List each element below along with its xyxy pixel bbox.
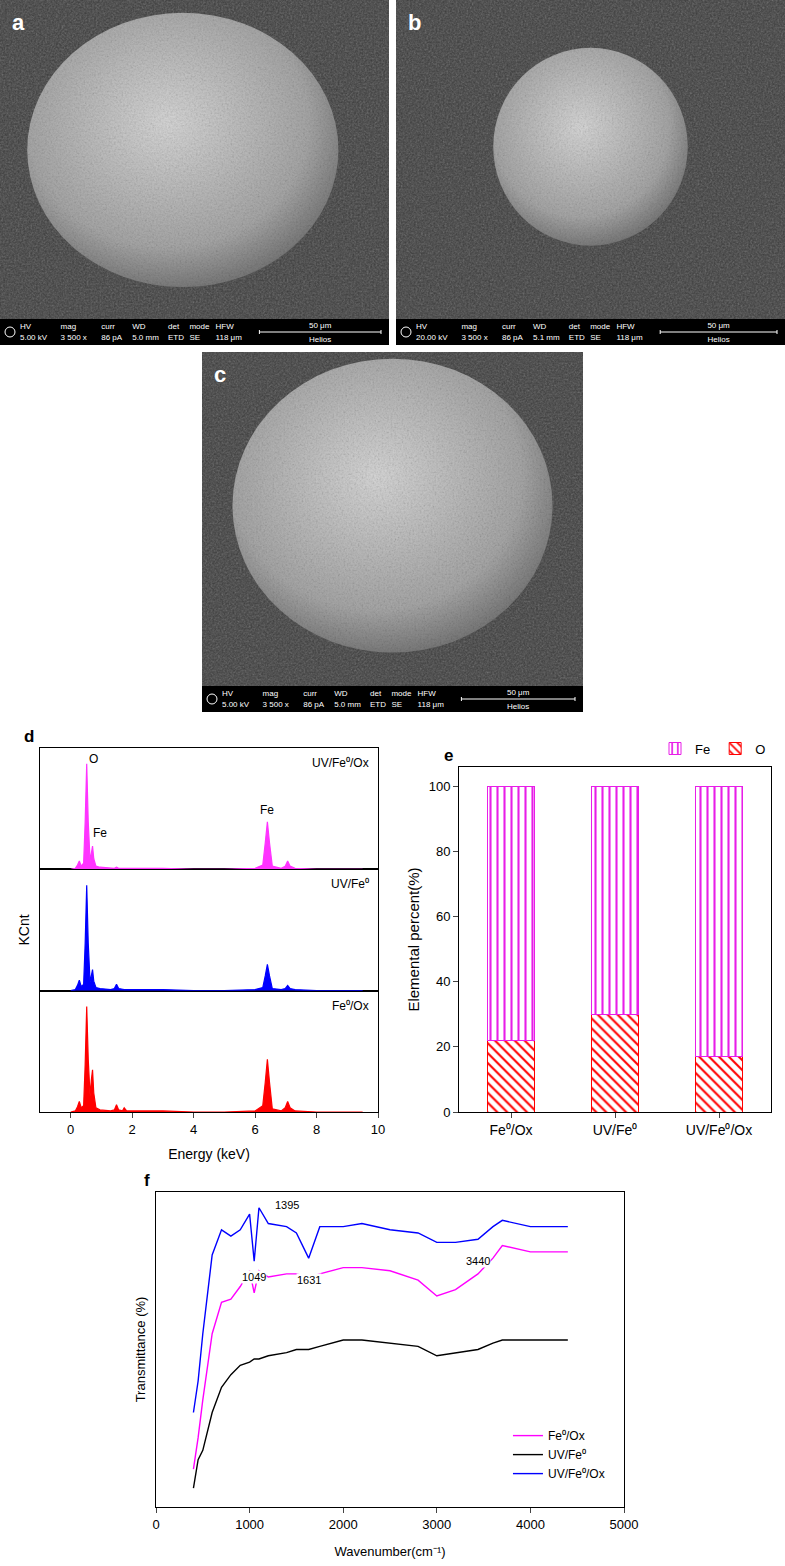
svg-text:det: det <box>569 322 581 331</box>
svg-text:ETD: ETD <box>168 333 184 342</box>
svg-text:ETD: ETD <box>370 700 386 709</box>
svg-text:UV/Fe⁰/Ox: UV/Fe⁰/Ox <box>548 1467 605 1481</box>
svg-text:b: b <box>408 10 421 35</box>
svg-text:5.0 mm: 5.0 mm <box>132 333 159 342</box>
svg-text:50 μm: 50 μm <box>507 688 530 697</box>
svg-text:c: c <box>214 362 226 387</box>
svg-text:5.00 kV: 5.00 kV <box>222 700 250 709</box>
svg-text:f: f <box>144 1171 150 1190</box>
svg-text:80: 80 <box>436 844 450 859</box>
svg-text:UV/Fe⁰: UV/Fe⁰ <box>548 1448 586 1462</box>
svg-text:Helios: Helios <box>507 702 529 711</box>
svg-text:curr: curr <box>502 322 516 331</box>
svg-text:20.00 kV: 20.00 kV <box>416 333 448 342</box>
svg-text:86 pA: 86 pA <box>303 700 325 709</box>
svg-text:4: 4 <box>190 1122 197 1137</box>
svg-text:1631: 1631 <box>297 1274 321 1286</box>
svg-text:4000: 4000 <box>516 1517 545 1532</box>
svg-text:mode: mode <box>189 322 210 331</box>
svg-text:86 pA: 86 pA <box>502 333 524 342</box>
svg-text:HFW: HFW <box>418 689 437 698</box>
svg-text:det: det <box>370 689 382 698</box>
svg-text:mode: mode <box>391 689 412 698</box>
svg-text:118 μm: 118 μm <box>616 333 643 342</box>
svg-text:WD: WD <box>334 689 348 698</box>
svg-text:e: e <box>444 746 453 765</box>
svg-text:mode: mode <box>590 322 611 331</box>
svg-text:0: 0 <box>152 1517 159 1532</box>
svg-text:6: 6 <box>251 1122 258 1137</box>
svg-text:3440: 3440 <box>466 1255 490 1267</box>
svg-text:Fe: Fe <box>695 742 710 757</box>
svg-text:40: 40 <box>436 974 450 989</box>
svg-text:0: 0 <box>443 1105 450 1120</box>
svg-text:curr: curr <box>303 689 317 698</box>
svg-text:1049: 1049 <box>242 1271 266 1283</box>
svg-text:Transmittance (%): Transmittance (%) <box>133 1297 148 1403</box>
svg-text:3000: 3000 <box>422 1517 451 1532</box>
svg-text:SE: SE <box>189 333 200 342</box>
svg-text:Fe⁰/Ox: Fe⁰/Ox <box>489 1122 532 1138</box>
svg-text:SE: SE <box>590 333 601 342</box>
svg-text:UV/Fe⁰: UV/Fe⁰ <box>331 877 369 891</box>
svg-text:60: 60 <box>436 909 450 924</box>
svg-text:Fe⁰/Ox: Fe⁰/Ox <box>548 1429 585 1443</box>
svg-text:3 500 x: 3 500 x <box>61 333 87 342</box>
svg-text:UV/Fe⁰: UV/Fe⁰ <box>593 1122 638 1138</box>
svg-text:10: 10 <box>371 1122 385 1137</box>
svg-text:5.1 mm: 5.1 mm <box>533 333 560 342</box>
svg-text:O: O <box>89 752 98 766</box>
svg-text:d: d <box>24 727 34 746</box>
svg-text:UV/Fe⁰/Ox: UV/Fe⁰/Ox <box>312 756 369 770</box>
svg-text:1000: 1000 <box>235 1517 264 1532</box>
svg-text:Fe⁰/Ox: Fe⁰/Ox <box>332 999 369 1013</box>
svg-text:HFW: HFW <box>616 322 635 331</box>
svg-text:1395: 1395 <box>275 1199 299 1211</box>
svg-text:0: 0 <box>67 1122 74 1137</box>
svg-text:mag: mag <box>61 322 77 331</box>
svg-text:20: 20 <box>436 1039 450 1054</box>
svg-text:O: O <box>755 742 765 757</box>
svg-text:8: 8 <box>313 1122 320 1137</box>
svg-text:HV: HV <box>20 322 32 331</box>
svg-text:3 500 x: 3 500 x <box>461 333 487 342</box>
svg-text:5.00 kV: 5.00 kV <box>20 333 48 342</box>
svg-text:50 μm: 50 μm <box>309 321 332 330</box>
svg-text:KCnt: KCnt <box>16 914 32 945</box>
svg-text:86 pA: 86 pA <box>101 333 123 342</box>
svg-text:2000: 2000 <box>329 1517 358 1532</box>
svg-text:UV/Fe⁰/Ox: UV/Fe⁰/Ox <box>686 1122 752 1138</box>
svg-text:ETD: ETD <box>569 333 585 342</box>
svg-text:HV: HV <box>222 689 234 698</box>
svg-text:Helios: Helios <box>707 335 729 344</box>
svg-text:5000: 5000 <box>610 1517 639 1532</box>
svg-text:det: det <box>168 322 180 331</box>
svg-text:118 μm: 118 μm <box>216 333 243 342</box>
svg-text:50 μm: 50 μm <box>707 321 730 330</box>
svg-text:WD: WD <box>533 322 547 331</box>
svg-text:100: 100 <box>429 779 451 794</box>
svg-text:3 500 x: 3 500 x <box>263 700 289 709</box>
svg-text:Fe: Fe <box>260 803 274 817</box>
svg-text:mag: mag <box>461 322 477 331</box>
svg-text:HFW: HFW <box>216 322 235 331</box>
svg-text:Energy (keV): Energy (keV) <box>168 1146 250 1162</box>
svg-text:Wavenumber(cm⁻¹): Wavenumber(cm⁻¹) <box>334 1544 445 1559</box>
svg-text:HV: HV <box>416 322 428 331</box>
svg-text:a: a <box>12 10 25 35</box>
svg-text:2: 2 <box>129 1122 136 1137</box>
svg-text:Fe: Fe <box>93 826 107 840</box>
svg-text:5.0 mm: 5.0 mm <box>334 700 361 709</box>
svg-text:Helios: Helios <box>309 335 331 344</box>
svg-text:Elemental percent(%): Elemental percent(%) <box>405 867 422 1011</box>
svg-text:curr: curr <box>101 322 115 331</box>
svg-text:118 μm: 118 μm <box>418 700 445 709</box>
svg-text:mag: mag <box>263 689 279 698</box>
svg-text:SE: SE <box>391 700 402 709</box>
svg-text:WD: WD <box>132 322 146 331</box>
